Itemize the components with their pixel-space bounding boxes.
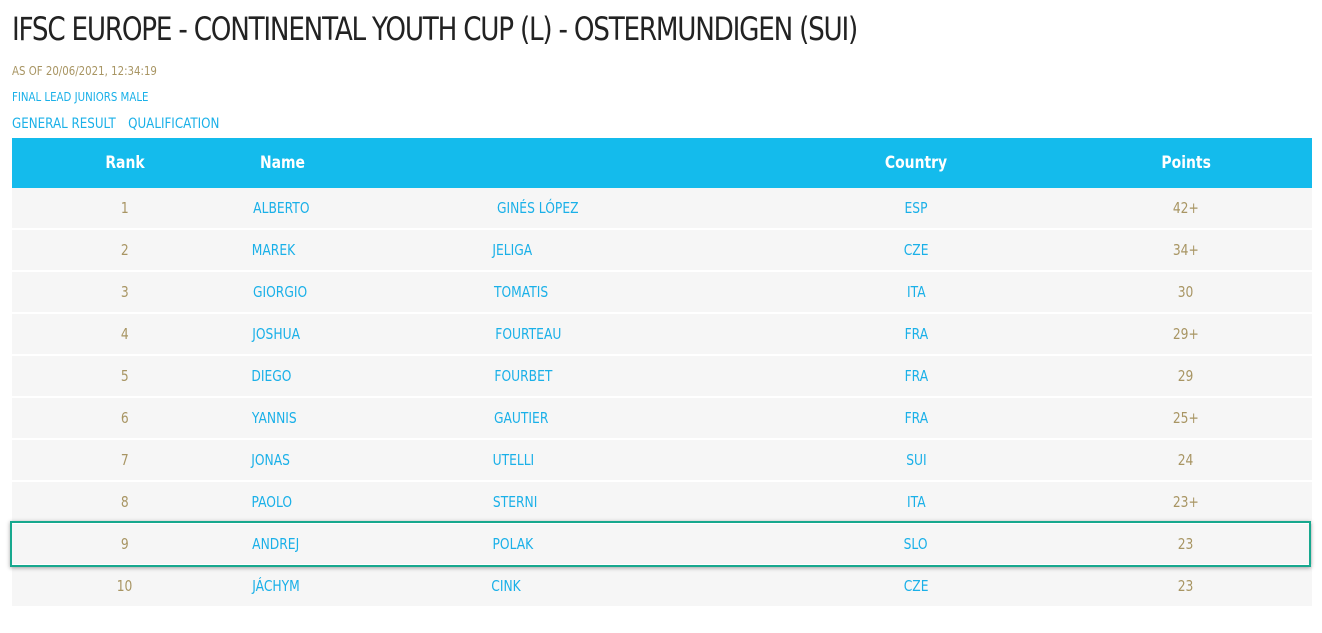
result-nav: GENERAL RESULT QUALIFICATION bbox=[12, 116, 228, 132]
table-row[interactable]: 4 JOSHUA FOURTEAU FRA 29+ bbox=[12, 314, 1312, 356]
row-country: FRA bbox=[904, 325, 928, 343]
row-last-name[interactable]: POLAK bbox=[492, 535, 534, 553]
column-rank-header[interactable]: Rank bbox=[105, 153, 145, 173]
row-rank: 5 bbox=[121, 367, 129, 385]
timestamp: AS OF 20/06/2021, 12:34:19 bbox=[12, 64, 157, 78]
row-last-name[interactable]: GINÉS LÓPEZ bbox=[496, 199, 579, 217]
row-country: CZE bbox=[903, 241, 929, 259]
table-body: 1 ALBERTO GINÉS LÓPEZ ESP 42+ 2 MAREK JELIGA CZE… bbox=[12, 188, 1312, 608]
row-last-name[interactable]: TOMATIS bbox=[493, 283, 549, 301]
table-header: Rank Name Country Points bbox=[12, 138, 1312, 188]
row-last-name[interactable]: STERNI bbox=[492, 493, 538, 511]
row-last-name[interactable]: GAUTIER bbox=[493, 409, 549, 427]
row-rank: 2 bbox=[121, 241, 129, 259]
row-rank: 6 bbox=[121, 409, 129, 427]
row-first-name[interactable]: GIORGIO bbox=[252, 283, 308, 301]
row-points: 23 bbox=[1178, 535, 1194, 553]
row-first-name[interactable]: PAOLO bbox=[251, 493, 293, 511]
row-first-name[interactable]: JÁCHYM bbox=[252, 577, 300, 595]
row-first-name[interactable]: ALBERTO bbox=[253, 199, 310, 217]
row-rank: 3 bbox=[121, 283, 129, 301]
table-row[interactable]: 7 JONAS UTELLI SUI 24 bbox=[12, 440, 1312, 482]
row-rank: 8 bbox=[121, 493, 129, 511]
row-points: 29+ bbox=[1173, 325, 1199, 343]
row-first-name[interactable]: JOSHUA bbox=[252, 325, 301, 343]
row-first-name[interactable]: DIEGO bbox=[251, 367, 292, 385]
row-last-name[interactable]: FOURTEAU bbox=[495, 325, 562, 343]
row-rank: 10 bbox=[117, 577, 133, 595]
general-result-link[interactable]: GENERAL RESULT bbox=[12, 116, 116, 132]
row-last-name[interactable]: FOURBET bbox=[494, 367, 553, 385]
table-row[interactable]: 6 YANNIS GAUTIER FRA 25+ bbox=[12, 398, 1312, 440]
row-country: FRA bbox=[904, 367, 928, 385]
table-row[interactable]: 8 PAOLO STERNI ITA 23+ bbox=[12, 482, 1312, 524]
table-row[interactable]: 1 ALBERTO GINÉS LÓPEZ ESP 42+ bbox=[12, 188, 1312, 230]
row-points: 42+ bbox=[1173, 199, 1199, 217]
column-name-header[interactable]: Name bbox=[259, 153, 306, 173]
table-row[interactable]: 2 MAREK JELIGA CZE 34+ bbox=[12, 230, 1312, 272]
row-points: 30 bbox=[1178, 283, 1194, 301]
row-country: ITA bbox=[906, 283, 926, 301]
row-first-name[interactable]: JONAS bbox=[251, 451, 290, 469]
column-country-header[interactable]: Country bbox=[884, 153, 948, 173]
row-rank: 9 bbox=[121, 535, 129, 553]
results-table: Rank Name Country Points 1 ALBERTO GINÉS L… bbox=[12, 138, 1312, 608]
column-points-header[interactable]: Points bbox=[1161, 153, 1211, 173]
table-row[interactable]: 10 JÁCHYM CINK CZE 23 bbox=[12, 566, 1312, 608]
row-country: SLO bbox=[904, 535, 928, 553]
row-points: 23 bbox=[1178, 577, 1194, 595]
row-points: 25+ bbox=[1173, 409, 1199, 427]
row-first-name[interactable]: ANDREJ bbox=[252, 535, 300, 553]
row-country: ESP bbox=[904, 199, 928, 217]
table-row[interactable]: 5 DIEGO FOURBET FRA 29 bbox=[12, 356, 1312, 398]
page-title: IFSC EUROPE - CONTINENTAL YOUTH CUP (L) … bbox=[12, 10, 858, 48]
row-rank: 7 bbox=[121, 451, 129, 469]
row-points: 24 bbox=[1178, 451, 1194, 469]
row-country: ITA bbox=[906, 493, 926, 511]
row-rank: 4 bbox=[121, 325, 129, 343]
table-row[interactable]: 3 GIORGIO TOMATIS ITA 30 bbox=[12, 272, 1312, 314]
qualification-link[interactable]: QUALIFICATION bbox=[128, 116, 220, 132]
row-first-name[interactable]: MAREK bbox=[251, 241, 296, 259]
row-last-name[interactable]: JELIGA bbox=[492, 241, 533, 259]
row-last-name[interactable]: CINK bbox=[491, 577, 521, 595]
category-label: FINAL LEAD JUNIORS MALE bbox=[12, 90, 149, 104]
row-country: FRA bbox=[904, 409, 928, 427]
row-rank: 1 bbox=[121, 199, 129, 217]
row-points: 29 bbox=[1178, 367, 1194, 385]
row-points: 34+ bbox=[1173, 241, 1199, 259]
row-last-name[interactable]: UTELLI bbox=[492, 451, 535, 469]
row-country: SUI bbox=[905, 451, 927, 469]
row-country: CZE bbox=[903, 577, 929, 595]
row-first-name[interactable]: YANNIS bbox=[251, 409, 297, 427]
row-points: 23+ bbox=[1173, 493, 1199, 511]
table-row[interactable]: 9 ANDREJ POLAK SLO 23 bbox=[12, 524, 1312, 566]
